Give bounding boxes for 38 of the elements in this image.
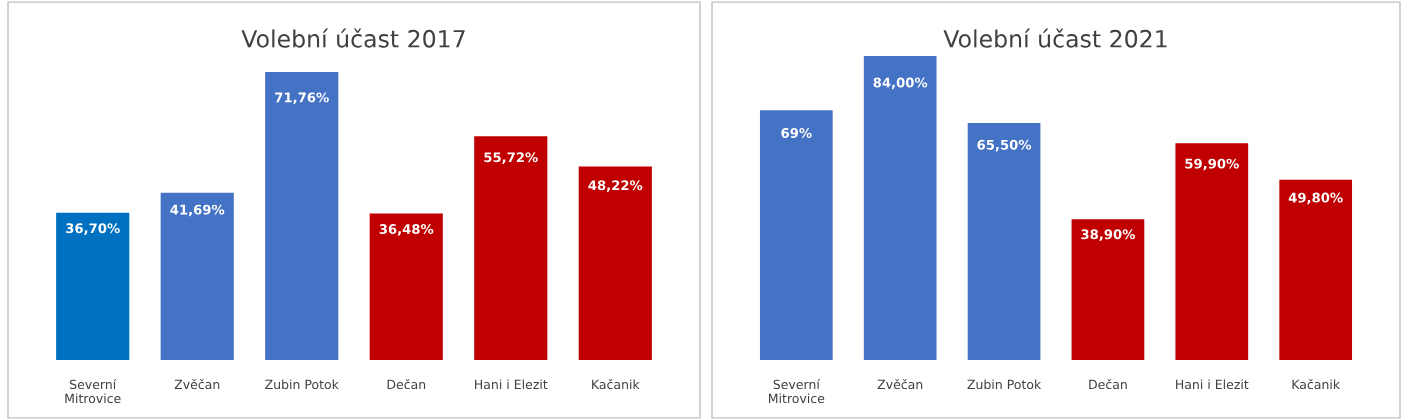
chart-title: Volební účast 2021 bbox=[943, 28, 1167, 48]
data-label: 48,22% bbox=[588, 180, 643, 192]
x-tick-label: Zubin Potok bbox=[967, 379, 1042, 390]
x-tick-label: Severní Mitrovice bbox=[65, 378, 121, 404]
data-label: 49,80% bbox=[1288, 192, 1343, 205]
data-label: 36,70% bbox=[66, 223, 120, 235]
bar bbox=[863, 56, 937, 360]
bar bbox=[1071, 219, 1145, 360]
data-label: 84,00% bbox=[873, 77, 928, 90]
bar bbox=[265, 72, 339, 360]
data-label: 55,72% bbox=[484, 152, 538, 164]
data-label: 41,69% bbox=[170, 204, 225, 217]
x-tick-label: Hani i Elezit bbox=[1176, 379, 1249, 390]
bar bbox=[578, 166, 652, 360]
x-tick-label: Zvěčan bbox=[174, 378, 220, 390]
data-label: 71,76% bbox=[275, 92, 329, 105]
data-label: 36,48% bbox=[379, 224, 434, 236]
x-tick-label: Severní Mitrovice bbox=[769, 378, 825, 404]
x-tick-label: Kačanik bbox=[1292, 378, 1341, 390]
chart-title: Volební účast 2017 bbox=[241, 28, 465, 48]
bar bbox=[967, 122, 1041, 360]
bar bbox=[1279, 179, 1353, 360]
bar bbox=[369, 213, 443, 360]
x-tick-label: Zubin Potok bbox=[265, 379, 339, 390]
data-label: 69% bbox=[781, 128, 812, 138]
x-tick-label: Kačanik bbox=[592, 378, 640, 390]
x-tick-label: Dečan bbox=[387, 378, 426, 390]
bar bbox=[759, 110, 833, 360]
bar bbox=[56, 212, 130, 360]
x-tick-label: Zvěčan bbox=[877, 378, 923, 390]
bar bbox=[1175, 143, 1249, 360]
bar bbox=[474, 136, 548, 360]
bar bbox=[160, 192, 234, 360]
x-tick-label: Hani i Elezit bbox=[475, 379, 548, 390]
x-tick-label: Dečan bbox=[1089, 378, 1127, 390]
data-label: 65,50% bbox=[977, 139, 1032, 152]
data-label: 59,90% bbox=[1185, 158, 1239, 171]
data-label: 38,90% bbox=[1081, 229, 1135, 241]
